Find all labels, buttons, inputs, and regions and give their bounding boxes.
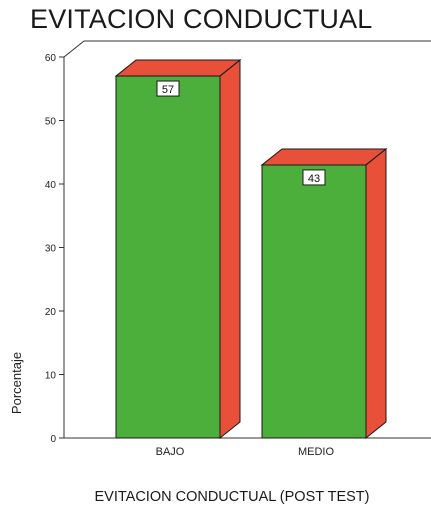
bar-top bbox=[114, 59, 242, 77]
x-tick-label: BAJO bbox=[156, 446, 185, 458]
y-tick-label: 60 bbox=[45, 53, 57, 64]
bars-group: 57 BAJO 43 MEDIO bbox=[114, 59, 388, 458]
bar-front bbox=[261, 164, 367, 439]
y-tick-label: 20 bbox=[45, 307, 57, 318]
bar-side bbox=[365, 147, 387, 440]
data-label: 57 bbox=[162, 84, 174, 96]
x-tick-label: MEDIO bbox=[298, 446, 335, 458]
data-label-box bbox=[302, 169, 326, 186]
y-tick-label: 50 bbox=[45, 117, 57, 128]
data-label: 43 bbox=[308, 173, 320, 185]
y-tick-label: 10 bbox=[45, 371, 57, 382]
chart-title: EVITACION CONDUCTUAL bbox=[30, 4, 373, 34]
bar-top bbox=[260, 148, 388, 166]
bar-side bbox=[219, 59, 241, 440]
y-axis-label: Porcentaje bbox=[9, 352, 24, 414]
back-wall-edge bbox=[63, 40, 85, 58]
x-axis-label: EVITACION CONDUCTUAL (POST TEST) bbox=[95, 489, 370, 505]
y-tick-label: 0 bbox=[50, 434, 56, 445]
data-label-box bbox=[156, 80, 180, 97]
y-tick-label: 30 bbox=[45, 244, 57, 255]
y-tick-label: 40 bbox=[45, 180, 57, 191]
bar-front bbox=[115, 75, 221, 439]
